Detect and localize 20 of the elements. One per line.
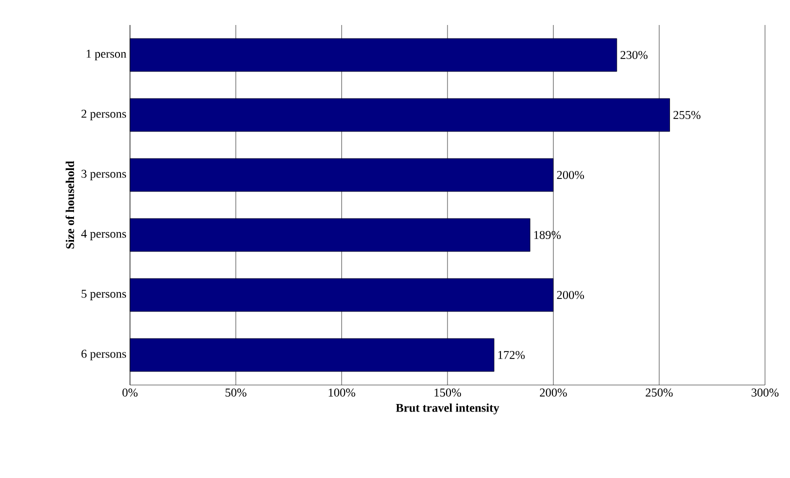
x-tick-label: 50% — [226, 388, 246, 397]
data-label: 200% — [557, 290, 584, 300]
x-axis-title: Brut travel intensity — [396, 403, 500, 414]
data-label: 200% — [557, 170, 584, 180]
data-label: 230% — [620, 50, 648, 60]
data-label: 172% — [498, 350, 525, 360]
data-label: 255% — [673, 110, 700, 120]
y-tick-label: 2 persons — [82, 110, 126, 120]
x-tick-label: 150% — [434, 388, 462, 397]
x-tick-label: 0% — [122, 388, 138, 397]
y-axis-title: Size of household — [66, 160, 74, 249]
x-tick-label: 250% — [646, 388, 673, 397]
x-tick-label: 100% — [328, 388, 356, 397]
x-tick-label: 200% — [540, 388, 567, 397]
y-tick-label: 6 persons — [82, 350, 126, 360]
y-tick-label: 3 persons — [82, 170, 126, 180]
y-tick-label: 5 persons — [82, 290, 126, 300]
y-tick-label: 4 persons — [81, 230, 126, 240]
y-tick-label: 1 person — [86, 50, 126, 60]
x-tick-label: 300% — [752, 388, 779, 397]
